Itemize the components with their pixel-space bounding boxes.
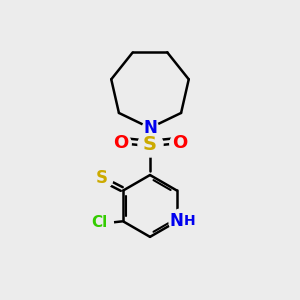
Text: H: H [183,214,195,228]
Text: N: N [143,119,157,137]
Text: S: S [143,135,157,154]
Text: O: O [113,134,128,152]
Text: S: S [96,169,108,187]
Text: N: N [170,212,184,230]
Text: Cl: Cl [91,215,107,230]
Text: O: O [172,134,187,152]
